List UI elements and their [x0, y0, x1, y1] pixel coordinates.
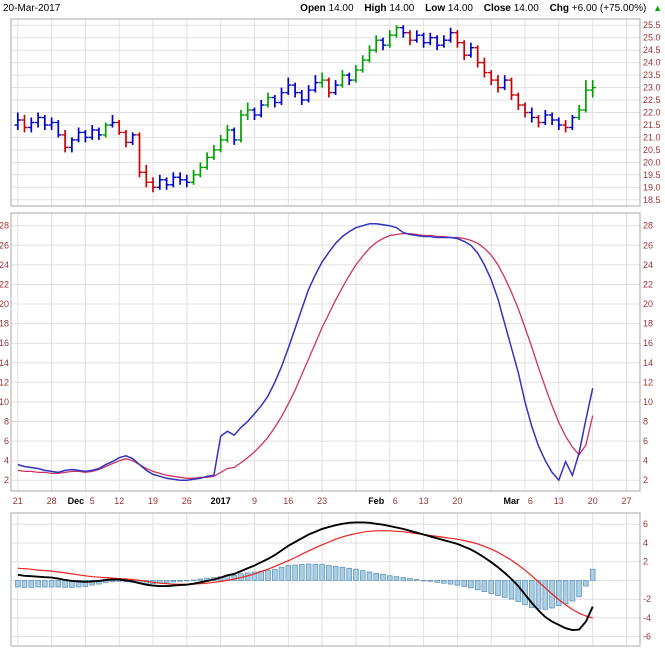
- lines-y-axis-label: 2: [643, 475, 648, 485]
- lines-y-axis-label: 8: [643, 417, 648, 427]
- lines-y-axis-label-left: 20: [0, 299, 9, 309]
- x-axis-label: 13: [419, 496, 429, 506]
- close-value: 14.00: [513, 2, 539, 14]
- price-y-axis-label: 19.5: [643, 170, 661, 180]
- x-axis-label: Feb: [368, 496, 385, 506]
- lines-y-axis-label-left: 2: [4, 475, 9, 485]
- lines-y-axis-label: 20: [643, 299, 653, 309]
- x-axis-label: Dec: [68, 496, 85, 506]
- price-y-axis-label: 23.0: [643, 83, 661, 93]
- lines-y-axis-label: 28: [643, 221, 653, 231]
- macd-y-axis-label: -6: [643, 632, 651, 642]
- macd-y-axis-label: 6: [643, 519, 648, 529]
- macd-line: [17, 521, 594, 632]
- quote-low: Low 14.00: [425, 3, 473, 14]
- x-axis-label: 26: [182, 496, 192, 506]
- blue-line: [17, 223, 594, 482]
- price-panel: 25.5 25.0 24.5 24.0 23.5 23.0 22.5 22.0 21.5 21.0…: [10, 18, 661, 207]
- chg-value: +6.00 (+75.00%): [571, 2, 647, 14]
- lines-y-axis-label: 18: [643, 319, 653, 329]
- quote-open: Open 14.00: [300, 3, 353, 14]
- up-arrow-icon: ▲: [653, 2, 662, 13]
- x-axis-label: 21: [13, 496, 23, 506]
- price-y-axis-label: 25.5: [643, 20, 661, 30]
- high-value: 14.00: [389, 2, 415, 14]
- lines-y-axis-label-left: 22: [0, 280, 9, 290]
- lines-y-axis-label-left: 8: [4, 417, 9, 427]
- price-y-axis-label: 24.5: [643, 45, 661, 55]
- x-axis-label: 6: [393, 496, 398, 506]
- lines-panel: 2828262624242222202018181616141412121010…: [0, 212, 653, 492]
- quote-summary: Open 14.00 High 14.00 Low 14.00 Close 14…: [292, 3, 662, 14]
- lines-y-axis-label: 4: [643, 456, 648, 466]
- x-axis-label: 16: [283, 496, 293, 506]
- high-label: High: [364, 2, 387, 14]
- quote-high: High 14.00: [364, 3, 414, 14]
- lines-y-axis-label: 14: [643, 358, 653, 368]
- lines-y-axis-label: 10: [643, 397, 653, 407]
- price-y-axis-label: 22.0: [643, 108, 661, 118]
- x-axis-label: 6: [528, 496, 533, 506]
- price-y-axis-label: 19.0: [643, 182, 661, 192]
- lines-y-axis-label-left: 12: [0, 377, 9, 387]
- price-y-axis-label: 25.0: [643, 33, 661, 43]
- x-axis-label: 23: [317, 496, 327, 506]
- x-axis-label: 2017: [211, 496, 231, 506]
- macd-histogram: [15, 563, 596, 610]
- x-axis-label: Mar: [503, 496, 520, 506]
- price-y-axis-label: 22.5: [643, 95, 661, 105]
- lines-y-axis-label-left: 28: [0, 221, 9, 231]
- lines-y-axis-label: 6: [643, 436, 648, 446]
- macd-panel: 6 4 2 -2 -4 -6: [10, 512, 651, 647]
- x-axis-label: 9: [252, 496, 257, 506]
- lines-y-axis-label: 12: [643, 377, 653, 387]
- x-axis-label: 20: [588, 496, 598, 506]
- close-label: Close: [483, 2, 511, 14]
- low-label: Low: [425, 2, 446, 14]
- lines-y-axis-label-left: 14: [0, 358, 9, 368]
- chart-header: 20-Mar-2017 Open 14.00 High 14.00 Low 14…: [0, 0, 665, 15]
- macd-y-axis-label: -2: [643, 594, 651, 604]
- x-axis-label: 12: [114, 496, 124, 506]
- lines-y-axis-label-left: 24: [0, 260, 9, 270]
- signal-line: [17, 530, 593, 619]
- stock-chart: 25.5 25.0 24.5 24.0 23.5 23.0 22.5 22.0 21.5 21.0…: [0, 18, 661, 647]
- macd-y-axis-label: 4: [643, 538, 648, 548]
- x-axis-label: 28: [47, 496, 57, 506]
- price-y-axis-label: 20.5: [643, 145, 661, 155]
- price-y-axis-label: 24.0: [643, 58, 661, 68]
- lines-y-axis-label-left: 16: [0, 338, 9, 348]
- quote-close: Close 14.00: [484, 3, 539, 14]
- price-bars: [14, 25, 596, 193]
- lines-y-axis-label-left: 4: [4, 456, 9, 466]
- open-value: 14.00: [328, 2, 354, 14]
- x-axis-label: 5: [90, 496, 95, 506]
- red-line: [17, 232, 594, 479]
- chg-label: Chg: [549, 2, 570, 14]
- lines-y-axis-label-left: 26: [0, 240, 9, 250]
- lines-y-axis-label-left: 6: [4, 436, 9, 446]
- lines-y-axis-label: 24: [643, 260, 653, 270]
- x-axis-label: 20: [452, 496, 462, 506]
- lines-y-axis-label-left: 10: [0, 397, 9, 407]
- price-y-axis-label: 21.5: [643, 120, 661, 130]
- price-y-axis-label: 21.0: [643, 132, 661, 142]
- quote-chg: Chg +6.00 (+75.00%): [550, 3, 647, 14]
- open-label: Open: [300, 2, 326, 14]
- price-y-axis-label: 23.5: [643, 70, 661, 80]
- macd-y-axis-label: -4: [643, 613, 651, 623]
- x-axis-label: 19: [148, 496, 158, 506]
- low-value: 14.00: [447, 2, 473, 14]
- price-y-axis-label: 18.5: [643, 195, 661, 205]
- lines-y-axis-label: 16: [643, 338, 653, 348]
- lines-y-axis-label-left: 18: [0, 319, 9, 329]
- x-axis-label: 27: [621, 496, 631, 506]
- quote-date: 20-Mar-2017: [3, 2, 61, 14]
- lines-y-axis-label: 22: [643, 280, 653, 290]
- price-y-axis-label: 20.0: [643, 157, 661, 167]
- macd-y-axis-label: 2: [643, 557, 648, 567]
- x-axis-label: 13: [554, 496, 564, 506]
- lines-y-axis-label: 26: [643, 240, 653, 250]
